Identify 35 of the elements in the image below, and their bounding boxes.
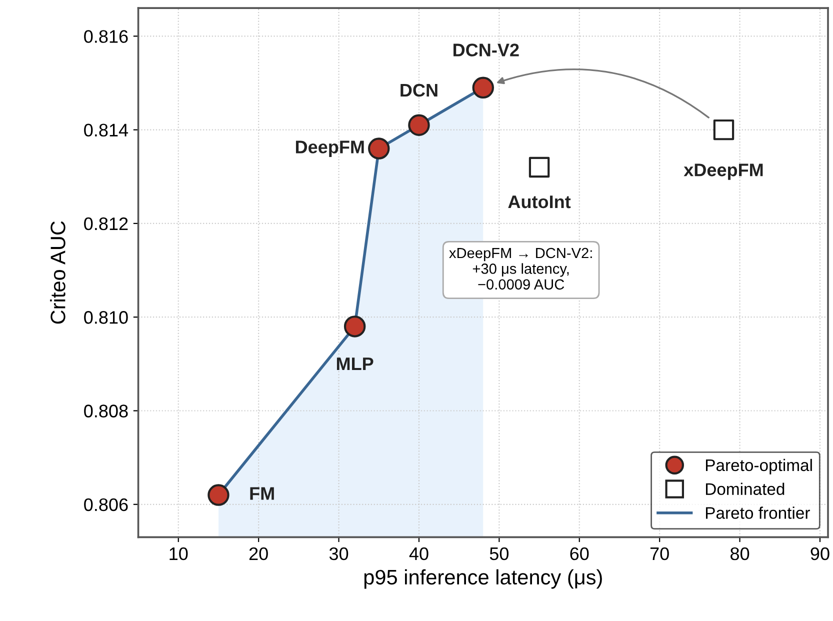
point [713, 119, 734, 140]
y-tick-label: 0.808 [84, 404, 128, 418]
x-tick-label: 70 [650, 547, 669, 560]
point [344, 316, 366, 338]
x-tick-label: 60 [570, 547, 589, 560]
x-tick-label: 10 [170, 547, 188, 560]
x-tick-label: 90 [810, 547, 830, 560]
y-tick-label: 0.806 [84, 498, 128, 512]
annotation: AutoInt [508, 196, 571, 208]
point [368, 138, 390, 160]
point [528, 156, 550, 178]
x-tick-label: 50 [490, 547, 509, 560]
legend-label: Pareto frontier [706, 506, 810, 519]
legend-label: Dominated [706, 482, 784, 495]
annotation: DCN [400, 84, 438, 97]
annotation: DeepFM [296, 140, 364, 157]
legend-label: Pareto-optimal [706, 458, 812, 474]
x-tick-label: 80 [730, 547, 750, 560]
y-tick-label: 0.812 [84, 217, 128, 230]
annotation: xDeepFM → DCN-V2: +30 μs latency, −0.0009 AUC [449, 248, 592, 290]
x-axis-title: p95 inference latency (μs) [364, 569, 602, 589]
y-tick-label: 0.814 [84, 124, 128, 137]
annotation: DCN-V2 [454, 44, 519, 56]
point [208, 484, 230, 506]
point [472, 76, 494, 99]
x-tick-label: 20 [249, 547, 268, 560]
annotation: xDeepFM [684, 164, 763, 180]
annotation: FM [250, 487, 274, 500]
annotation: MLP [336, 358, 374, 370]
x-tick-label: 40 [409, 547, 428, 560]
y-axis-title: Criteo AUC [50, 221, 66, 324]
y-tick-label: 0.810 [84, 311, 128, 324]
y-tick-label: 0.816 [84, 30, 128, 43]
x-tick-label: 30 [329, 547, 348, 560]
point [408, 114, 430, 136]
